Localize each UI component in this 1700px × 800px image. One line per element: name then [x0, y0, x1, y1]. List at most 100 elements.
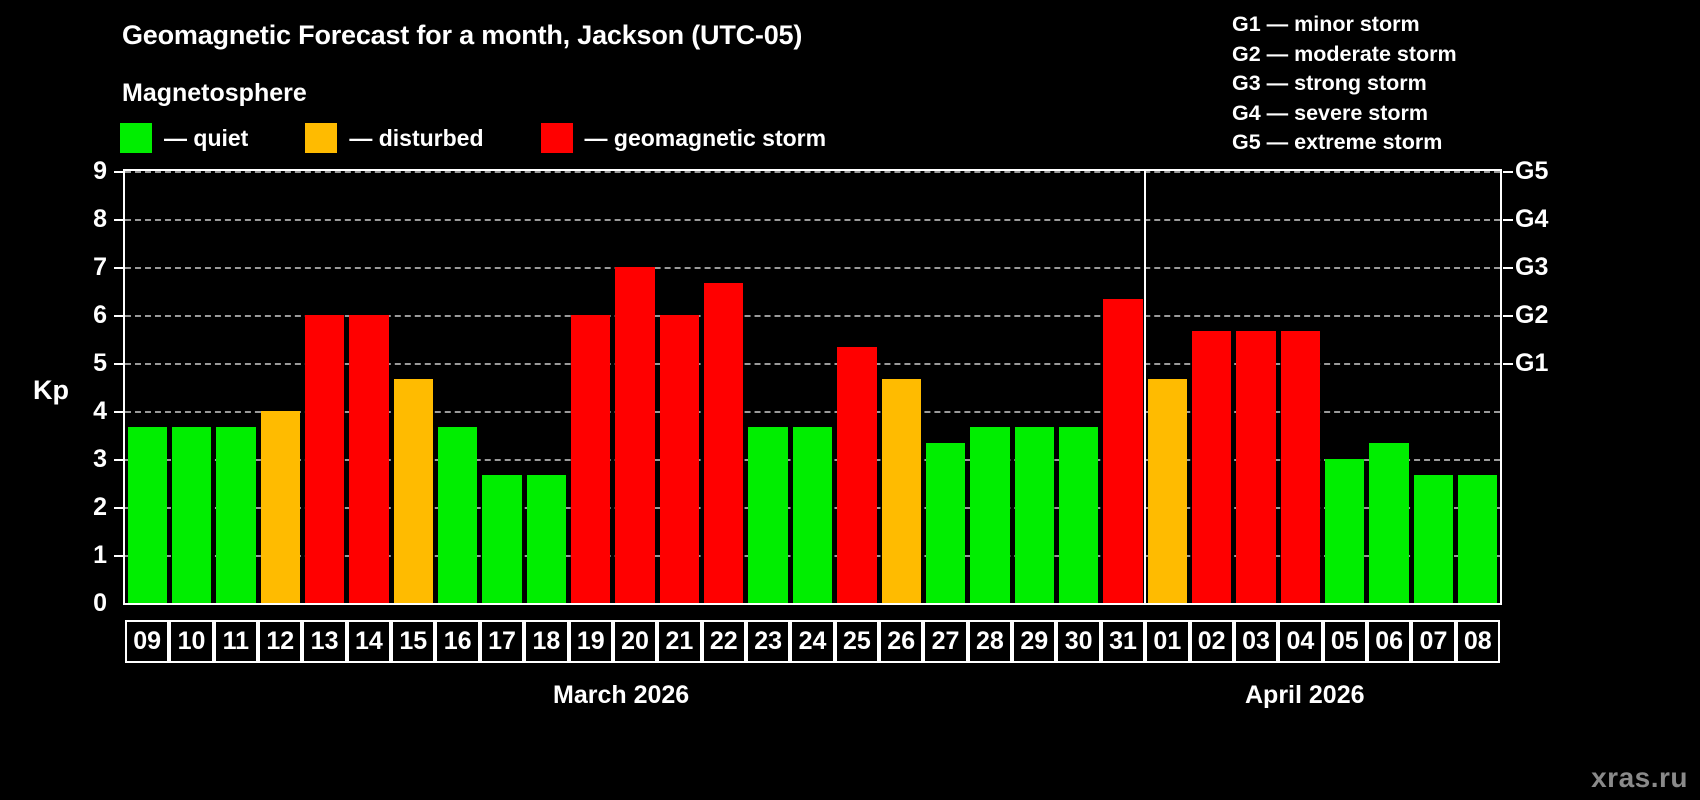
y-axis-title: Kp	[33, 375, 69, 405]
bars-layer	[125, 171, 1500, 603]
day-label-19: 19	[568, 620, 613, 663]
legend-item-storm: — geomagnetic storm	[540, 122, 827, 154]
day-label-02: 02	[1189, 620, 1234, 663]
g-tick-label-G5: G5	[1515, 157, 1549, 185]
bar-31	[1103, 299, 1143, 603]
legend-label-quiet: — quiet	[164, 124, 249, 151]
day-label-01: 01	[1145, 620, 1190, 663]
y-tick-label-0: 0	[93, 589, 107, 617]
bar-09	[127, 426, 167, 603]
y-tick-label-1: 1	[93, 541, 107, 569]
bar-18	[526, 474, 567, 603]
month-caption-april: April 2026	[1245, 681, 1365, 709]
day-label-08: 08	[1455, 620, 1500, 663]
y-tick-mark-5	[114, 363, 123, 365]
bar-02	[1192, 330, 1232, 603]
g-tick-mark-G3	[1503, 267, 1513, 269]
day-label-07: 07	[1411, 620, 1456, 663]
bar-24	[792, 426, 833, 603]
watermark: xras.ru	[1591, 762, 1688, 793]
gridline-kp-9	[125, 171, 1500, 173]
day-label-11: 11	[213, 620, 259, 663]
bar-23	[748, 426, 788, 603]
bar-10	[171, 426, 212, 603]
day-label-26: 26	[879, 620, 924, 663]
g-scale-row-g5: G5 — extreme storm	[1232, 130, 1443, 154]
bar-07	[1413, 474, 1454, 603]
day-label-30: 30	[1056, 620, 1101, 663]
y-tick-label-3: 3	[93, 445, 107, 473]
bar-16	[437, 426, 478, 603]
g-tick-mark-G4	[1503, 219, 1513, 221]
day-label-06: 06	[1366, 620, 1412, 663]
bar-25	[837, 347, 877, 603]
day-label-28: 28	[967, 620, 1013, 663]
day-label-24: 24	[790, 620, 835, 663]
y-tick-label-8: 8	[93, 205, 107, 233]
day-label-13: 13	[302, 620, 347, 663]
y-tick-label-7: 7	[93, 253, 107, 281]
gridline-kp-4	[125, 411, 1500, 413]
legend-label-disturbed: — disturbed	[349, 124, 484, 151]
legend-item-disturbed: — disturbed	[305, 122, 484, 154]
bar-12	[260, 411, 300, 603]
g-scale-row-g1: G1 — minor storm	[1232, 12, 1420, 36]
day-label-20: 20	[612, 620, 658, 663]
gridline-kp-7	[125, 267, 1500, 269]
g-tick-mark-G1	[1503, 363, 1513, 365]
y-tick-label-2: 2	[93, 493, 107, 521]
legend: — quiet — disturbed — geomagnetic storm	[120, 122, 826, 154]
day-label-12: 12	[258, 620, 303, 663]
day-label-23: 23	[745, 620, 791, 663]
bar-05	[1325, 459, 1365, 603]
g-tick-label-G4: G4	[1515, 205, 1549, 233]
legend-swatch-quiet-icon	[120, 123, 152, 153]
bar-01	[1147, 378, 1187, 603]
gridline-kp-5	[125, 363, 1500, 365]
bar-03	[1236, 330, 1276, 603]
day-label-14: 14	[346, 620, 392, 663]
x-axis-day-labels: 09 10 11 12 13 14 15 16 17 18 19 20 21 22 23 24 25 26 27 28…	[123, 620, 1502, 665]
g-scale-row-g4: G4 — severe storm	[1232, 100, 1428, 125]
y-tick-mark-7	[114, 267, 123, 269]
y-tick-label-9: 9	[93, 157, 107, 185]
bar-15	[393, 378, 433, 603]
legend-swatch-disturbed-icon	[305, 123, 338, 153]
day-label-22: 22	[701, 620, 746, 663]
y-tick-mark-3	[114, 459, 123, 461]
day-label-21: 21	[657, 620, 702, 663]
y-tick-label-4: 4	[93, 397, 107, 425]
day-label-27: 27	[923, 620, 968, 663]
bar-04	[1280, 330, 1321, 603]
legend-label-storm: — geomagnetic storm	[584, 124, 827, 151]
legend-item-quiet: — quiet	[120, 122, 248, 154]
gridline-kp-6	[125, 315, 1500, 317]
day-label-05: 05	[1322, 620, 1367, 663]
g-tick-label-G1: G1	[1515, 349, 1549, 377]
legend-swatch-storm-icon	[540, 123, 573, 153]
day-label-18: 18	[524, 620, 569, 663]
day-label-31: 31	[1100, 620, 1146, 663]
bar-20	[615, 267, 655, 603]
y-tick-mark-1	[114, 555, 123, 557]
bar-17	[482, 474, 522, 603]
day-label-16: 16	[435, 620, 480, 663]
day-label-10: 10	[169, 620, 214, 663]
g-scale-legend: G1 — minor storm G2 — moderate storm G3 …	[1232, 10, 1692, 158]
bar-08	[1458, 474, 1498, 603]
day-label-04: 04	[1278, 620, 1323, 663]
bar-06	[1369, 443, 1409, 603]
y-tick-mark-4	[114, 411, 123, 413]
y-tick-mark-8	[114, 219, 123, 221]
bar-11	[216, 426, 256, 603]
y-tick-label-6: 6	[93, 301, 107, 329]
bar-28	[970, 426, 1010, 603]
y-tick-mark-9	[114, 171, 123, 173]
bar-13	[304, 315, 345, 603]
g-tick-label-G2: G2	[1515, 301, 1549, 329]
bar-27	[925, 443, 966, 603]
bar-30	[1058, 426, 1099, 603]
day-label-15: 15	[391, 620, 436, 663]
month-divider	[1144, 171, 1147, 603]
g-scale-row-g3: G3 — strong storm	[1232, 71, 1427, 95]
